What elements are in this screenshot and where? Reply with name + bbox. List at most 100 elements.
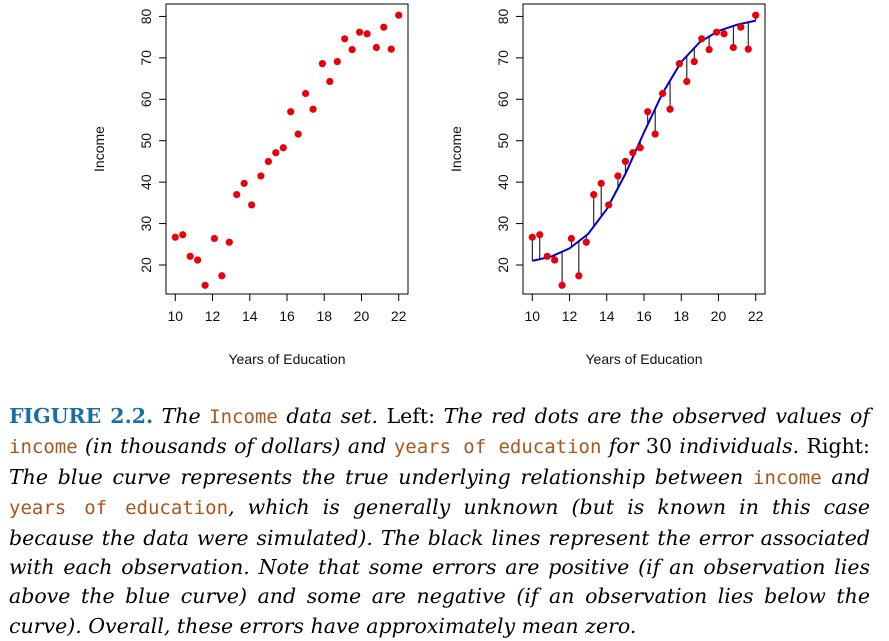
x-tick-label: 20 <box>354 308 370 324</box>
y-tick-label: 60 <box>138 91 154 107</box>
data-point <box>179 231 187 239</box>
data-point <box>387 45 395 53</box>
data-point <box>264 157 272 166</box>
x-tick-label: 14 <box>599 308 615 324</box>
data-point <box>698 35 706 43</box>
data-point <box>171 233 179 241</box>
y-tick-label: 30 <box>495 216 511 232</box>
y-tick-label: 50 <box>495 133 511 149</box>
data-point <box>575 272 583 280</box>
data-point <box>218 272 226 280</box>
right-panel: 10 12 14 16 18 20 22 20 30 40 50 60 70 80 Years of Edu… <box>448 3 766 367</box>
x-tick-label: 10 <box>168 308 184 324</box>
y-axis-title: Income <box>91 126 107 172</box>
data-point <box>302 89 310 98</box>
data-point <box>744 45 752 53</box>
data-point <box>636 144 644 152</box>
data-point <box>651 130 659 138</box>
y-tick-label: 20 <box>138 257 154 273</box>
x-tick-label: 18 <box>673 308 689 324</box>
data-point <box>225 238 233 246</box>
y-tick-label: 70 <box>138 50 154 66</box>
data-point <box>294 130 302 138</box>
data-point <box>363 30 371 38</box>
data-point <box>659 89 667 98</box>
plot-frame <box>165 3 409 295</box>
data-point <box>356 28 364 36</box>
data-point <box>720 30 728 38</box>
data-point <box>257 172 265 180</box>
data-point <box>644 108 652 116</box>
y-tick-label: 30 <box>138 216 154 232</box>
y-tick-label: 80 <box>138 8 154 24</box>
data-point <box>597 179 605 187</box>
figure-caption: FIGURE 2.2. The Income data set. Left: T… <box>9 404 870 638</box>
data-point <box>675 60 683 68</box>
data-point <box>558 281 566 289</box>
data-point <box>326 77 334 86</box>
x-tick-label: 18 <box>316 308 332 324</box>
data-point <box>567 234 576 243</box>
data-point <box>248 201 256 209</box>
data-point <box>536 231 544 239</box>
data-point <box>279 144 287 152</box>
data-point <box>240 179 248 187</box>
data-point <box>713 28 721 36</box>
data-point <box>705 45 713 54</box>
data-point <box>380 23 388 31</box>
data-point <box>194 256 202 264</box>
data-point <box>605 201 613 209</box>
dataset-name: Income <box>209 406 278 428</box>
data-point <box>348 45 356 54</box>
x-tick-label: 20 <box>711 308 727 324</box>
data-point <box>372 43 380 52</box>
plot-frame <box>522 3 766 295</box>
data-point <box>341 35 349 43</box>
data-point <box>729 43 737 52</box>
x-tick-label: 16 <box>279 308 295 324</box>
y-tick-label: 40 <box>495 174 511 190</box>
data-point <box>590 190 598 199</box>
data-point <box>629 149 637 157</box>
data-point <box>333 57 341 66</box>
data-point <box>272 149 280 157</box>
data-point <box>233 190 241 199</box>
figure-label: FIGURE 2.2. <box>9 404 154 428</box>
true-relationship-curve <box>532 19 756 262</box>
y-tick-label: 70 <box>495 50 511 66</box>
x-tick-label: 14 <box>242 308 258 324</box>
data-point <box>614 172 622 180</box>
data-point <box>690 57 698 66</box>
y-tick-label: 80 <box>495 8 511 24</box>
data-point <box>737 23 745 31</box>
x-tick-label: 22 <box>748 308 764 324</box>
data-point <box>287 108 295 116</box>
data-point <box>201 281 209 289</box>
x-tick-label: 22 <box>391 308 407 324</box>
x-axis-title: Years of Education <box>585 351 702 367</box>
data-point <box>752 11 760 19</box>
x-tick-label: 10 <box>525 308 541 324</box>
x-tick-label: 12 <box>562 308 578 324</box>
data-point <box>528 233 536 241</box>
data-point <box>666 105 674 113</box>
x-tick-label: 12 <box>205 308 221 324</box>
x-axis-title: Years of Education <box>228 351 345 367</box>
data-point <box>621 157 629 166</box>
data-point <box>186 252 194 260</box>
data-point <box>543 252 551 260</box>
x-tick-label: 16 <box>636 308 652 324</box>
data-point <box>395 11 403 19</box>
y-tick-label: 60 <box>495 91 511 107</box>
left-panel: 10 12 14 16 18 20 22 20 30 40 50 60 70 80 Years of Edu… <box>91 3 409 367</box>
figure-plots: 10 12 14 16 18 20 22 20 30 40 50 60 70 80 Years of Edu… <box>91 3 766 367</box>
y-tick-label: 40 <box>138 174 154 190</box>
y-tick-label: 50 <box>138 133 154 149</box>
y-tick-label: 20 <box>495 257 511 273</box>
data-point <box>318 60 326 68</box>
data-point <box>551 256 559 264</box>
y-axis-title: Income <box>448 126 464 172</box>
data-point <box>309 105 317 113</box>
data-point <box>582 238 590 246</box>
data-point <box>210 234 218 243</box>
